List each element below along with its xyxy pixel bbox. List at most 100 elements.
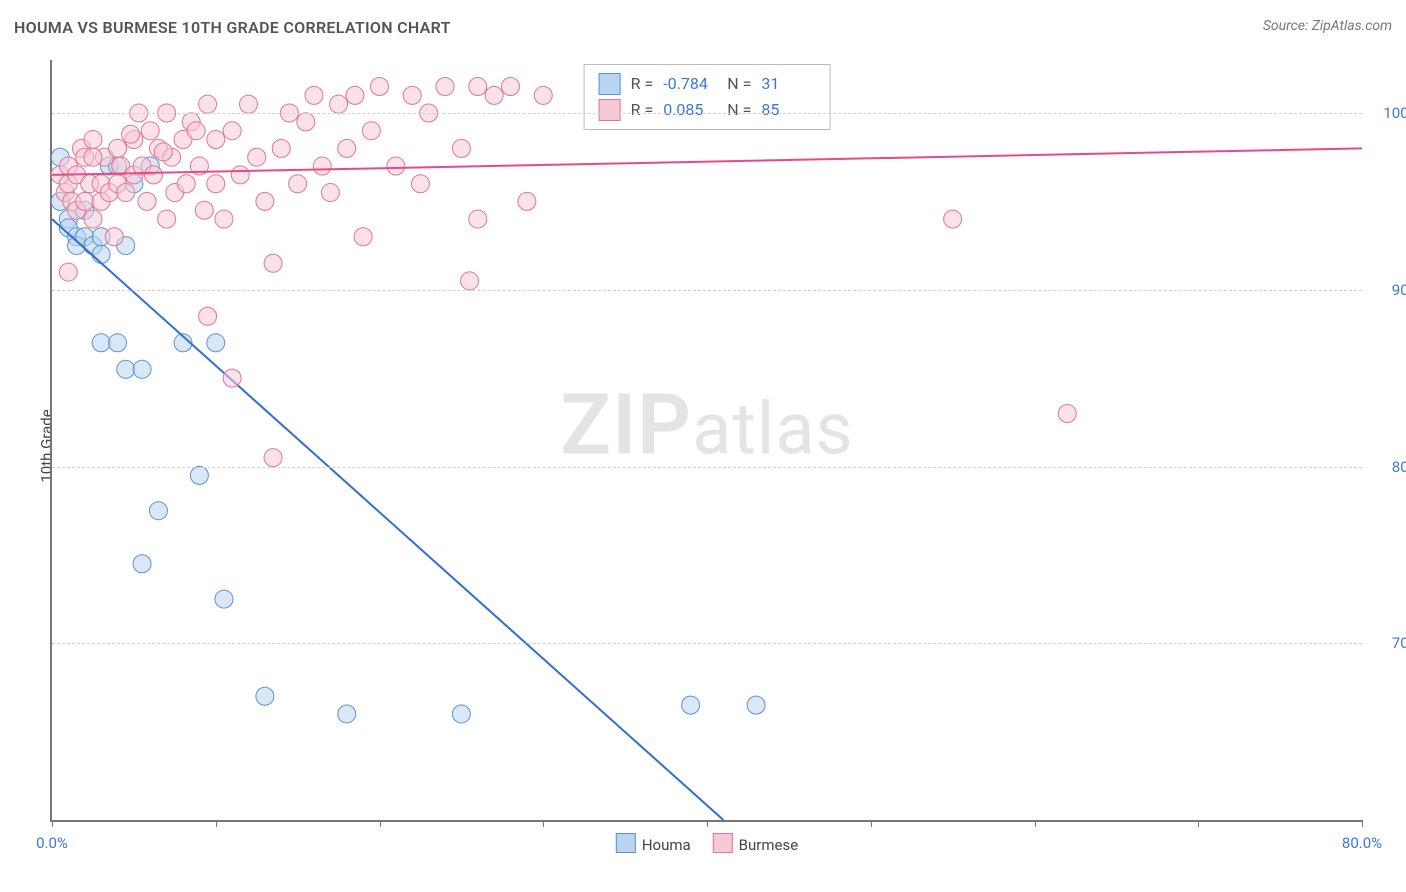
scatter-point [154, 143, 172, 161]
burmese-swatch-icon [713, 833, 733, 853]
scatter-point [240, 95, 258, 113]
scatter-point [92, 334, 110, 352]
scatter-point [371, 78, 389, 96]
scatter-point [452, 139, 470, 157]
scatter-point [215, 590, 233, 608]
legend-item-burmese: Burmese [713, 833, 799, 854]
scatter-point [76, 192, 94, 210]
y-tick-label: 70.0% [1372, 634, 1406, 652]
scatter-point [272, 139, 290, 157]
scatter-point [461, 272, 479, 290]
x-tick [52, 820, 53, 827]
scatter-point [518, 192, 536, 210]
scatter-point [84, 131, 102, 149]
scatter-point [187, 122, 205, 140]
scatter-point [207, 334, 225, 352]
scatter-point [215, 210, 233, 228]
y-tick-label: 100.0% [1372, 104, 1406, 122]
scatter-point [122, 125, 140, 143]
scatter-point [264, 254, 282, 272]
scatter-point [59, 263, 77, 281]
y-tick-label: 80.0% [1372, 458, 1406, 476]
scatter-point [199, 307, 217, 325]
gridline [52, 113, 1362, 114]
gridline [52, 290, 1362, 291]
burmese-swatch [599, 99, 621, 121]
chart-title: HOUMA VS BURMESE 10TH GRADE CORRELATION … [14, 18, 451, 37]
scatter-point [207, 131, 225, 149]
scatter-point [338, 705, 356, 723]
scatter-point [264, 449, 282, 467]
x-tick [216, 820, 217, 827]
gridline [52, 643, 1362, 644]
scatter-point [354, 228, 372, 246]
scatter-point [289, 175, 307, 193]
houma-swatch-icon [616, 833, 636, 853]
x-tick [1198, 820, 1199, 827]
scatter-point [231, 166, 249, 184]
legend: Houma Burmese [616, 833, 798, 854]
x-tick [1035, 820, 1036, 827]
scatter-point [330, 95, 348, 113]
x-tick [871, 820, 872, 827]
scatter-point [207, 175, 225, 193]
scatter-point [682, 696, 700, 714]
scatter-point [248, 148, 266, 166]
scatter-point [256, 687, 274, 705]
x-tick [1362, 820, 1363, 827]
x-tick [543, 820, 544, 827]
scatter-point [199, 95, 217, 113]
scatter-point [411, 175, 429, 193]
scatter-point [109, 334, 127, 352]
scatter-point [84, 210, 102, 228]
scatter-point [149, 502, 167, 520]
scatter-point [158, 210, 176, 228]
scatter-point [117, 184, 135, 202]
scatter-point [84, 148, 102, 166]
scatter-point [105, 228, 123, 246]
legend-item-houma: Houma [616, 833, 691, 854]
scatter-point [469, 210, 487, 228]
scatter-point [297, 113, 315, 131]
source-attribution: Source: ZipAtlas.com [1263, 18, 1392, 34]
scatter-point [321, 184, 339, 202]
scatter-point [223, 122, 241, 140]
scatter-point [117, 360, 135, 378]
scatter-point [338, 139, 356, 157]
scatter-point [452, 705, 470, 723]
scatter-point [502, 78, 520, 96]
scatter-point [133, 555, 151, 573]
scatter-point [305, 86, 323, 104]
stats-row-houma: R =-0.784 N =31 [599, 71, 816, 97]
scatter-point [256, 192, 274, 210]
scatter-point [1058, 404, 1076, 422]
scatter-point [403, 86, 421, 104]
scatter-point [223, 369, 241, 387]
scatter-point [195, 201, 213, 219]
scatter-point [387, 157, 405, 175]
scatter-point [92, 245, 110, 263]
scatter-point [109, 139, 127, 157]
y-tick-label: 90.0% [1372, 281, 1406, 299]
gridline [52, 467, 1362, 468]
scatter-point [138, 192, 156, 210]
scatter-point [747, 696, 765, 714]
scatter-point [141, 122, 159, 140]
scatter-point [177, 175, 195, 193]
scatter-point [145, 166, 163, 184]
x-tick [707, 820, 708, 827]
scatter-point [534, 86, 552, 104]
scatter-point [469, 78, 487, 96]
scatter-point [313, 157, 331, 175]
scatter-point [346, 86, 364, 104]
scatter-point [362, 122, 380, 140]
x-tick-label: 80.0% [1342, 834, 1382, 852]
scatter-point [436, 78, 454, 96]
scatter-point [190, 466, 208, 484]
chart-svg [52, 60, 1362, 820]
x-tick [380, 820, 381, 827]
scatter-point [944, 210, 962, 228]
houma-swatch [599, 73, 621, 95]
x-tick-label: 0.0% [36, 834, 68, 852]
regression-line [52, 219, 723, 820]
